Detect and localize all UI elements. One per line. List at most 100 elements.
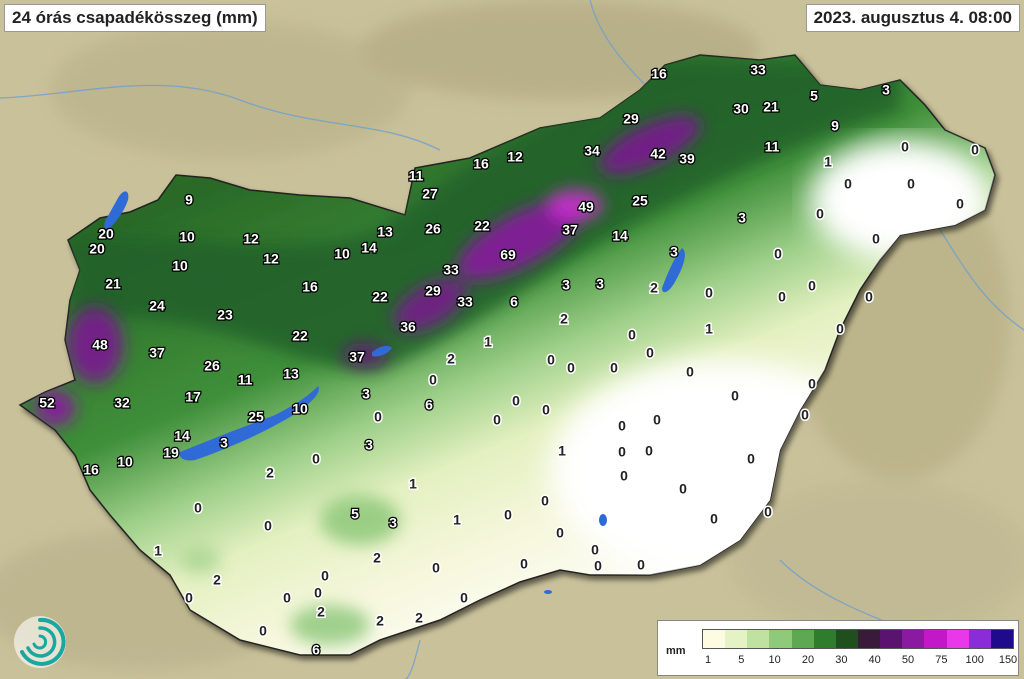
station-value: 12 — [263, 251, 279, 267]
legend-swatch — [902, 630, 925, 648]
station-value: 10 — [117, 454, 133, 470]
station-value: 2 — [213, 572, 221, 588]
legend-unit: mm — [666, 645, 686, 657]
station-value: 6 — [425, 397, 433, 413]
station-value: 3 — [882, 82, 890, 98]
station-value: 0 — [836, 321, 844, 337]
station-value: 0 — [556, 525, 564, 541]
station-value: 48 — [92, 337, 108, 353]
legend-tick: 50 — [901, 654, 915, 666]
station-value: 36 — [400, 319, 416, 335]
station-value: 0 — [620, 468, 628, 484]
station-value: 0 — [520, 556, 528, 572]
station-value: 1 — [705, 321, 713, 337]
station-value: 49 — [578, 199, 594, 215]
station-value: 20 — [89, 241, 105, 257]
station-value: 0 — [808, 376, 816, 392]
station-value: 0 — [971, 142, 979, 158]
station-value: 0 — [653, 412, 661, 428]
station-value: 0 — [731, 388, 739, 404]
station-value: 3 — [389, 515, 397, 531]
station-value: 17 — [185, 389, 201, 405]
station-value: 21 — [105, 276, 121, 292]
station-value: 37 — [349, 349, 365, 365]
station-value: 13 — [377, 224, 393, 240]
station-value: 0 — [541, 493, 549, 509]
lake-tisza — [662, 248, 685, 293]
station-value: 29 — [425, 283, 441, 299]
station-value: 1 — [824, 154, 832, 170]
legend-swatch — [725, 630, 748, 648]
lake-balaton — [179, 386, 319, 461]
legend-swatch — [857, 630, 881, 648]
station-value: 69 — [500, 247, 516, 263]
station-value: 3 — [738, 210, 746, 226]
station-value: 14 — [612, 228, 628, 244]
station-value: 0 — [283, 590, 291, 606]
station-value: 52 — [39, 395, 55, 411]
station-value: 0 — [710, 511, 718, 527]
station-value: 33 — [750, 62, 766, 78]
station-value: 0 — [705, 285, 713, 301]
station-value: 1 — [154, 543, 162, 559]
station-value: 0 — [460, 590, 468, 606]
legend: mm 1 5 10 20 30 40 50 75 100 150 — [657, 620, 1019, 676]
station-value: 25 — [248, 409, 264, 425]
station-value: 0 — [628, 327, 636, 343]
legend-tick: 30 — [835, 654, 848, 666]
station-value: 0 — [314, 585, 322, 601]
station-value: 0 — [686, 364, 694, 380]
lake-fertő — [104, 191, 129, 230]
station-value: 1 — [453, 512, 461, 528]
legend-tick: 20 — [801, 654, 815, 666]
station-value: 19 — [163, 445, 179, 461]
station-value: 10 — [172, 258, 188, 274]
station-value: 0 — [907, 176, 915, 192]
legend-swatch — [924, 630, 947, 648]
station-value: 2 — [650, 280, 658, 296]
station-value: 22 — [372, 289, 388, 305]
station-value: 3 — [220, 435, 228, 451]
station-value: 22 — [292, 328, 308, 344]
station-value: 26 — [425, 221, 441, 237]
station-value: 2 — [266, 465, 274, 481]
station-value: 0 — [956, 196, 964, 212]
station-value: 10 — [292, 401, 308, 417]
station-value: 3 — [562, 277, 570, 293]
legend-tick: 100 — [965, 654, 984, 666]
station-value: 3 — [362, 386, 370, 402]
legend-tick: 10 — [768, 654, 781, 666]
station-value: 0 — [542, 402, 550, 418]
station-value: 11 — [238, 372, 253, 388]
station-value: 13 — [283, 366, 299, 382]
station-value: 1 — [409, 476, 417, 492]
station-value: 0 — [194, 500, 202, 516]
station-value: 29 — [623, 111, 639, 127]
station-value: 0 — [618, 444, 626, 460]
legend-tick: 75 — [935, 654, 948, 666]
legend-swatch — [990, 630, 1013, 648]
station-value: 10 — [334, 246, 350, 262]
station-value: 0 — [264, 518, 272, 534]
station-value: 6 — [510, 294, 518, 310]
station-value: 37 — [562, 222, 578, 238]
station-value: 0 — [610, 360, 618, 376]
station-value: 37 — [149, 345, 165, 361]
station-value: 0 — [512, 393, 520, 409]
legend-ticks: 1 5 10 20 30 40 50 75 100 150 — [702, 654, 1017, 668]
station-value: 24 — [149, 298, 165, 314]
legend-swatch — [835, 630, 858, 648]
station-value: 42 — [650, 146, 666, 162]
station-value: 0 — [185, 590, 193, 606]
logo-icon — [10, 612, 70, 672]
station-value: 0 — [774, 246, 782, 262]
station-value: 16 — [473, 156, 489, 172]
station-value: 14 — [174, 428, 190, 444]
station-value: 0 — [618, 418, 626, 434]
station-value: 0 — [844, 176, 852, 192]
station-value: 2 — [317, 604, 325, 620]
station-value: 14 — [361, 240, 377, 256]
station-value: 2 — [447, 351, 455, 367]
station-value: 2 — [560, 311, 568, 327]
